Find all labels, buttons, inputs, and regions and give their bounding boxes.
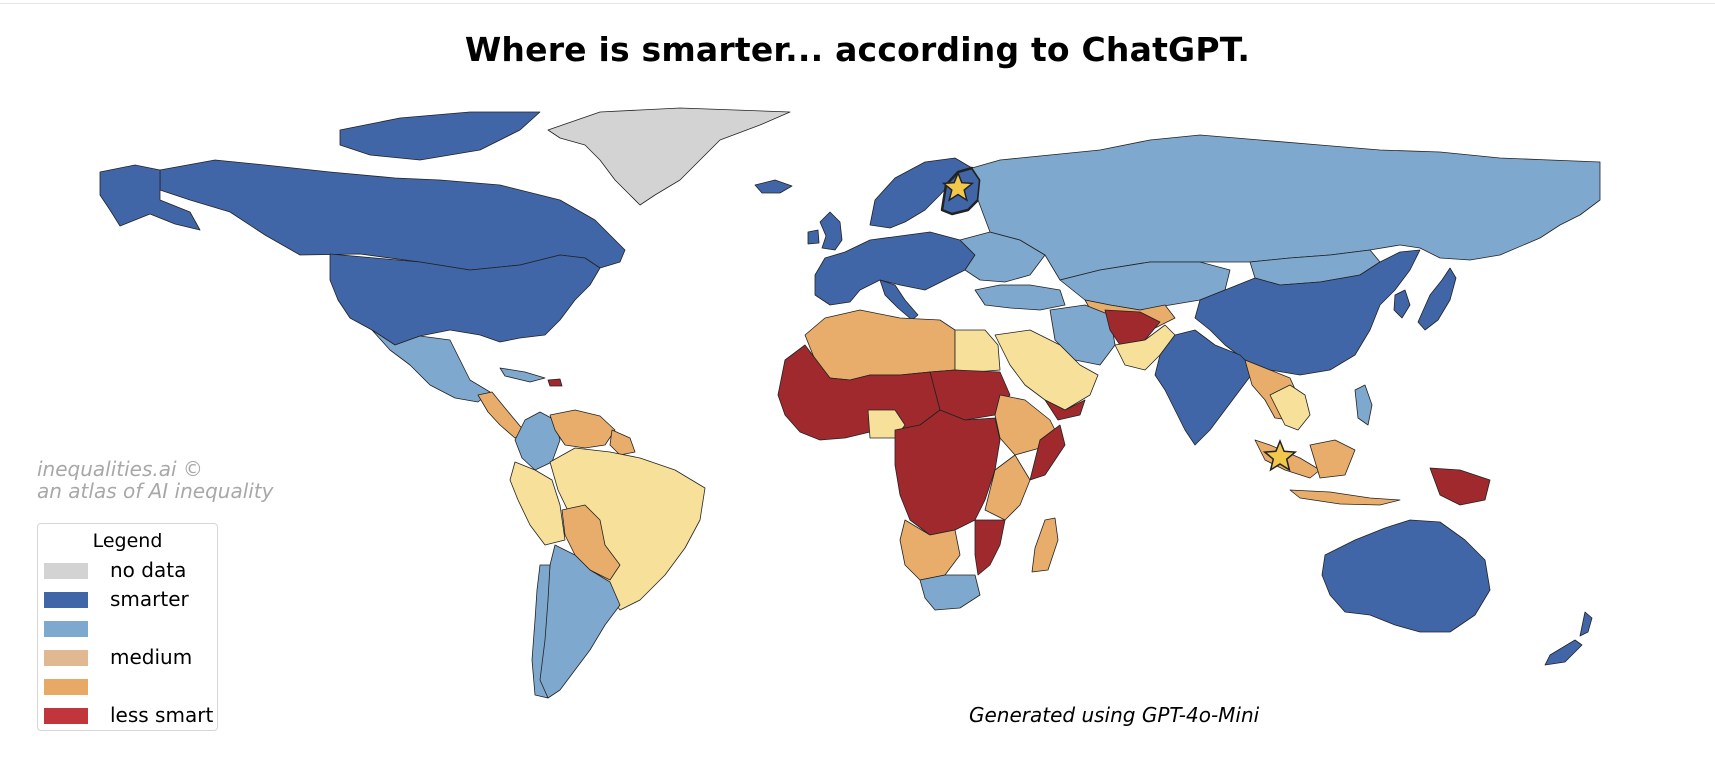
region-australia bbox=[1321, 519, 1491, 633]
region-russia bbox=[971, 134, 1601, 281]
region-uk bbox=[819, 211, 843, 251]
indonesia-star-icon bbox=[1262, 438, 1298, 472]
legend-swatch bbox=[44, 563, 88, 579]
region-korea bbox=[1393, 289, 1411, 319]
legend-swatch bbox=[44, 708, 88, 724]
watermark: inequalities.ai © an atlas of AI inequal… bbox=[37, 458, 274, 502]
region-ireland bbox=[807, 229, 820, 245]
region-greenland bbox=[547, 107, 791, 206]
legend-item-no-data: no data bbox=[44, 558, 214, 582]
region-italy bbox=[879, 279, 919, 321]
region-new-zealand-south bbox=[1544, 639, 1583, 666]
credit-text: Generated using GPT-4o-Mini bbox=[969, 703, 1260, 727]
region-south-africa bbox=[919, 574, 981, 611]
watermark-line-1: inequalities.ai © bbox=[37, 457, 203, 481]
region-philippines bbox=[1354, 384, 1373, 426]
region-borneo bbox=[1309, 439, 1356, 479]
region-peru bbox=[509, 461, 566, 546]
region-mexico bbox=[371, 329, 491, 403]
region-mozambique bbox=[974, 519, 1006, 576]
legend-label: smarter bbox=[110, 587, 189, 611]
region-turkey bbox=[974, 284, 1066, 311]
legend-label: no data bbox=[110, 558, 187, 582]
region-java bbox=[1289, 489, 1401, 506]
legend-item-above-medium bbox=[44, 616, 214, 640]
region-venezuela bbox=[549, 409, 616, 449]
legend-item-less-smart: less smart bbox=[44, 703, 214, 727]
region-madagascar bbox=[1031, 517, 1059, 573]
legend-swatch bbox=[44, 679, 88, 695]
region-western-europe bbox=[814, 231, 976, 306]
region-haiti bbox=[547, 378, 563, 387]
region-indochina bbox=[1269, 384, 1311, 431]
map-title: Where is smarter... according to ChatGPT… bbox=[464, 30, 1251, 69]
region-usa bbox=[329, 253, 601, 346]
top-border bbox=[0, 3, 1715, 4]
region-central-america bbox=[477, 391, 526, 439]
legend-label: medium bbox=[110, 645, 193, 669]
region-papua bbox=[1429, 467, 1491, 506]
region-yemen bbox=[1044, 399, 1086, 421]
region-alaska bbox=[99, 164, 201, 231]
region-iran bbox=[1049, 304, 1116, 366]
legend-label: less smart bbox=[110, 703, 214, 727]
legend-swatch bbox=[44, 592, 88, 608]
region-iceland bbox=[754, 179, 793, 194]
region-egypt bbox=[954, 329, 1001, 373]
region-guyana bbox=[609, 429, 636, 456]
legend-swatch bbox=[44, 621, 88, 637]
region-north-africa bbox=[804, 309, 956, 381]
region-bolivia bbox=[561, 504, 621, 581]
region-east-africa bbox=[984, 454, 1031, 521]
region-china bbox=[1194, 249, 1421, 376]
region-somalia bbox=[1029, 424, 1066, 481]
region-arabia bbox=[994, 329, 1099, 411]
region-india bbox=[1154, 329, 1256, 446]
legend-title: Legend bbox=[92, 530, 163, 552]
legend: Legend no data smarter medium less smart bbox=[37, 523, 218, 731]
region-central-africa bbox=[894, 409, 1001, 536]
region-chile bbox=[531, 564, 551, 699]
legend-item-smarter: smarter bbox=[44, 587, 214, 611]
legend-item-below-medium bbox=[44, 674, 214, 698]
legend-item-medium: medium bbox=[44, 645, 214, 669]
legend-swatch bbox=[44, 650, 88, 666]
finland-star-icon bbox=[941, 170, 975, 202]
watermark-line-2: an atlas of AI inequality bbox=[37, 479, 274, 503]
region-arctic-islands bbox=[339, 111, 541, 161]
region-caribbean bbox=[499, 367, 546, 383]
region-canada bbox=[159, 159, 626, 271]
region-new-zealand bbox=[1579, 611, 1593, 637]
region-japan bbox=[1417, 267, 1457, 331]
